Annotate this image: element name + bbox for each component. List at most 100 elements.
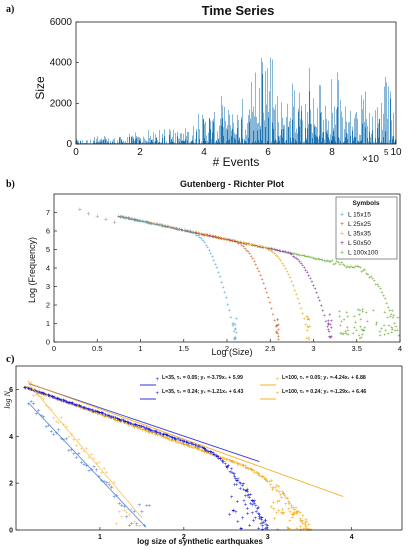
- series-point: +: [288, 519, 292, 525]
- series-point: +: [260, 518, 264, 524]
- series-point: +: [228, 513, 232, 519]
- steep-series-point: +: [67, 447, 71, 454]
- series-point: +: [262, 245, 265, 251]
- series-point: +: [249, 492, 253, 498]
- series-point: +: [206, 233, 209, 239]
- series-point: +: [287, 507, 291, 513]
- series-point: +: [281, 249, 284, 255]
- series-point: +: [178, 227, 181, 233]
- series-point: +: [280, 510, 284, 516]
- series-point: +: [233, 483, 237, 489]
- series-point: +: [183, 443, 187, 449]
- legend-entry: L 25x25: [348, 221, 371, 228]
- series-point: +: [191, 230, 194, 236]
- series-point: +: [130, 421, 134, 427]
- series-point: +: [321, 309, 324, 315]
- series-point: +: [275, 253, 278, 259]
- series-point: +: [244, 246, 247, 252]
- series-point: +: [259, 245, 262, 251]
- series-point: +: [208, 248, 211, 254]
- series-point: +: [324, 259, 327, 265]
- series-point: +: [71, 402, 75, 408]
- series-point: +: [177, 227, 180, 233]
- series-point: +: [267, 246, 270, 252]
- series-point: +: [187, 229, 190, 235]
- series-point: +: [159, 434, 163, 440]
- series-point: +: [245, 242, 248, 248]
- series-point: +: [223, 237, 226, 243]
- series-point: +: [42, 391, 46, 397]
- series-point: +: [151, 430, 155, 436]
- series-point: +: [256, 244, 259, 250]
- series-point: +: [52, 396, 56, 402]
- steep-series-point: +: [59, 415, 63, 422]
- series-point: +: [278, 248, 281, 254]
- series-point: +: [151, 429, 155, 435]
- series-point: +: [234, 510, 238, 516]
- series-point: +: [318, 257, 321, 263]
- steep-series-point: +: [72, 437, 76, 444]
- series-point: +: [163, 435, 167, 441]
- series-point: +: [247, 242, 250, 248]
- series-point: +: [87, 408, 91, 414]
- panel-a: a) Time Series Size # Events ×10 5 0 2 4 6 8…: [6, 3, 402, 169]
- series-point: +: [257, 472, 261, 478]
- series-point: +: [121, 215, 124, 221]
- series-point: +: [275, 248, 278, 254]
- series-point: +: [150, 429, 154, 435]
- series-point: +: [264, 476, 268, 482]
- series-point: +: [212, 235, 215, 241]
- series-point: +: [310, 255, 313, 261]
- series-point: +: [239, 240, 242, 246]
- x-tick-label: 6: [265, 147, 271, 158]
- series-point: +: [262, 281, 265, 287]
- series-point: +: [56, 396, 60, 402]
- panel-a-xlabel: # Events: [213, 155, 260, 169]
- series-point: +: [141, 219, 144, 225]
- fit-line: [28, 402, 147, 528]
- series-point: +: [172, 226, 175, 232]
- series-point: +: [239, 240, 242, 246]
- series-point: +: [339, 262, 342, 268]
- series-point: +: [251, 243, 254, 249]
- series-point: +: [288, 510, 292, 516]
- series-point: +: [164, 224, 167, 230]
- series-point: +: [241, 463, 245, 469]
- series-point: +: [237, 241, 240, 247]
- series-point: +: [234, 240, 237, 246]
- series-point: +: [238, 486, 242, 492]
- series-point: +: [181, 228, 184, 234]
- series-tail-point: +: [277, 328, 280, 334]
- steep-series-point: +: [110, 484, 114, 491]
- steep-series-point: +: [34, 392, 38, 399]
- panel-c-points: +++++++++ +++++++++++++++ ++++++++++++++++…: [23, 379, 344, 533]
- steep-series-point: +: [125, 509, 129, 516]
- steep-series-point: +: [97, 473, 101, 480]
- series-tail-point: +: [308, 337, 311, 343]
- series-point: +: [192, 231, 195, 237]
- series-point: +: [359, 265, 362, 271]
- series-point: +: [147, 221, 150, 227]
- series-point: +: [288, 502, 292, 508]
- series-point: +: [120, 420, 124, 426]
- series-point: +: [51, 395, 55, 401]
- series-point: +: [273, 247, 276, 253]
- series-point: +: [153, 221, 156, 227]
- series-point: +: [229, 458, 233, 464]
- series-point: +: [138, 219, 141, 225]
- series-point: +: [270, 249, 273, 255]
- series-point: +: [159, 434, 163, 440]
- series-point: +: [169, 225, 172, 231]
- series-tail-point: +: [328, 334, 331, 340]
- series-point: +: [133, 217, 136, 223]
- series-point: +: [198, 231, 201, 237]
- series-point: +: [55, 397, 59, 403]
- series-point: +: [135, 425, 139, 431]
- series-point: +: [268, 301, 271, 307]
- series-point: +: [164, 432, 168, 438]
- series-point: +: [299, 518, 303, 524]
- series-point: +: [396, 328, 399, 334]
- series-point: +: [272, 312, 275, 318]
- steep-series-point: +: [115, 521, 119, 528]
- series-point: +: [225, 458, 229, 464]
